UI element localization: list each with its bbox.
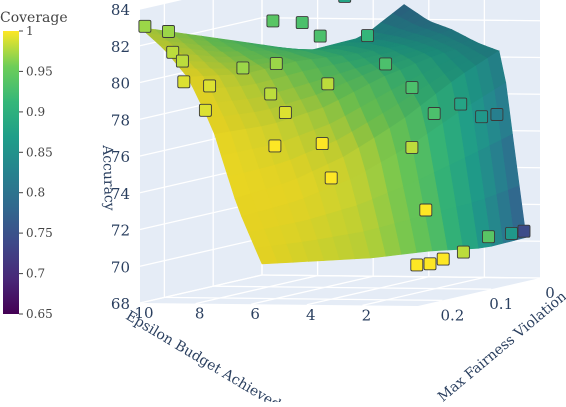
gridline-x bbox=[139, 274, 263, 304]
colorbar-tick-label: 0.7 bbox=[26, 267, 45, 281]
z-axis-title: Accuracy bbox=[99, 144, 117, 211]
x-tick-label: 4 bbox=[306, 306, 316, 324]
z-tick-label: 68 bbox=[111, 295, 130, 313]
data-marker bbox=[321, 77, 335, 91]
data-marker bbox=[517, 224, 531, 238]
data-marker bbox=[436, 252, 450, 266]
data-marker bbox=[175, 54, 189, 68]
data-marker bbox=[405, 140, 419, 154]
x-tick-label: 2 bbox=[362, 306, 372, 324]
data-marker bbox=[177, 75, 191, 89]
y-tick-label: 0 bbox=[545, 284, 555, 302]
x-tick-label: 10 bbox=[134, 304, 153, 322]
data-marker bbox=[482, 230, 495, 244]
data-marker bbox=[410, 258, 424, 272]
data-marker bbox=[315, 137, 329, 151]
colorbar-gradient bbox=[3, 31, 19, 314]
y-tick-label: 0.2 bbox=[440, 306, 464, 324]
data-marker bbox=[427, 107, 441, 120]
gridline-x bbox=[195, 274, 318, 305]
z-tick-label: 72 bbox=[111, 222, 130, 240]
colorbar-tick-label: 0.75 bbox=[26, 226, 53, 240]
gridline-z bbox=[139, 0, 183, 10]
z-tick-label: 82 bbox=[111, 38, 130, 56]
data-marker bbox=[264, 87, 278, 101]
data-marker bbox=[405, 81, 419, 95]
data-marker bbox=[166, 45, 180, 59]
data-marker bbox=[454, 97, 468, 111]
gridline-y bbox=[261, 274, 541, 279]
colorbar-title: Coverage bbox=[0, 10, 68, 26]
z-tick-label: 84 bbox=[111, 1, 130, 19]
data-marker bbox=[313, 29, 327, 43]
data-marker bbox=[269, 57, 283, 71]
gridline-y bbox=[213, 285, 492, 290]
gridline-x bbox=[362, 276, 485, 307]
data-marker bbox=[361, 29, 374, 43]
colorbar-tick-label: 0.8 bbox=[26, 186, 45, 200]
gridline-x bbox=[306, 276, 429, 306]
surface-patch bbox=[254, 245, 278, 265]
data-marker bbox=[324, 171, 338, 185]
z-tick-label: 78 bbox=[111, 111, 130, 129]
gridline-x bbox=[251, 275, 374, 305]
z-tick-label: 76 bbox=[111, 148, 130, 166]
data-marker bbox=[505, 226, 518, 240]
data-marker bbox=[338, 0, 352, 3]
data-marker bbox=[266, 14, 280, 28]
data-marker bbox=[198, 103, 212, 117]
gridline-y bbox=[164, 296, 443, 302]
data-marker bbox=[419, 203, 433, 217]
data-marker bbox=[138, 19, 152, 33]
data-marker bbox=[236, 61, 250, 75]
data-marker bbox=[295, 16, 309, 30]
colorbar-tick-label: 1 bbox=[26, 24, 34, 38]
colorbar-tick-label: 0.65 bbox=[26, 307, 53, 321]
gridline-z bbox=[139, 237, 263, 267]
x-tick-label: 6 bbox=[250, 305, 260, 323]
z-tick-label: 70 bbox=[111, 258, 130, 276]
z-tick-label: 74 bbox=[111, 185, 130, 203]
data-marker bbox=[456, 245, 470, 259]
data-markers bbox=[138, 0, 531, 272]
data-marker bbox=[423, 257, 437, 271]
x-tick-label: 8 bbox=[195, 305, 205, 323]
data-marker bbox=[278, 106, 292, 120]
colorbar-tick-label: 0.85 bbox=[26, 145, 53, 159]
colorbar-tick-label: 0.95 bbox=[26, 64, 53, 78]
data-marker bbox=[203, 79, 217, 93]
data-marker bbox=[268, 139, 282, 153]
colorbar-ticks: 1 0.95 0.9 0.85 0.8 0.75 0.7 0.65 bbox=[19, 24, 53, 321]
colorbar-tick-label: 0.9 bbox=[26, 105, 45, 119]
axis-ticks: 84 82 80 78 76 74 72 70 68 10 8 6 4 2 0 0.1 0.2 bbox=[111, 1, 555, 324]
data-marker bbox=[379, 57, 393, 71]
y-tick-label: 0.1 bbox=[489, 295, 513, 313]
colorbar: Coverage 1 0.95 0.9 0.85 0.8 0.75 0.7 0.65 bbox=[0, 10, 68, 321]
data-marker bbox=[475, 110, 489, 124]
data-marker bbox=[162, 25, 175, 38]
data-marker bbox=[490, 108, 504, 121]
z-tick-label: 80 bbox=[111, 75, 130, 93]
